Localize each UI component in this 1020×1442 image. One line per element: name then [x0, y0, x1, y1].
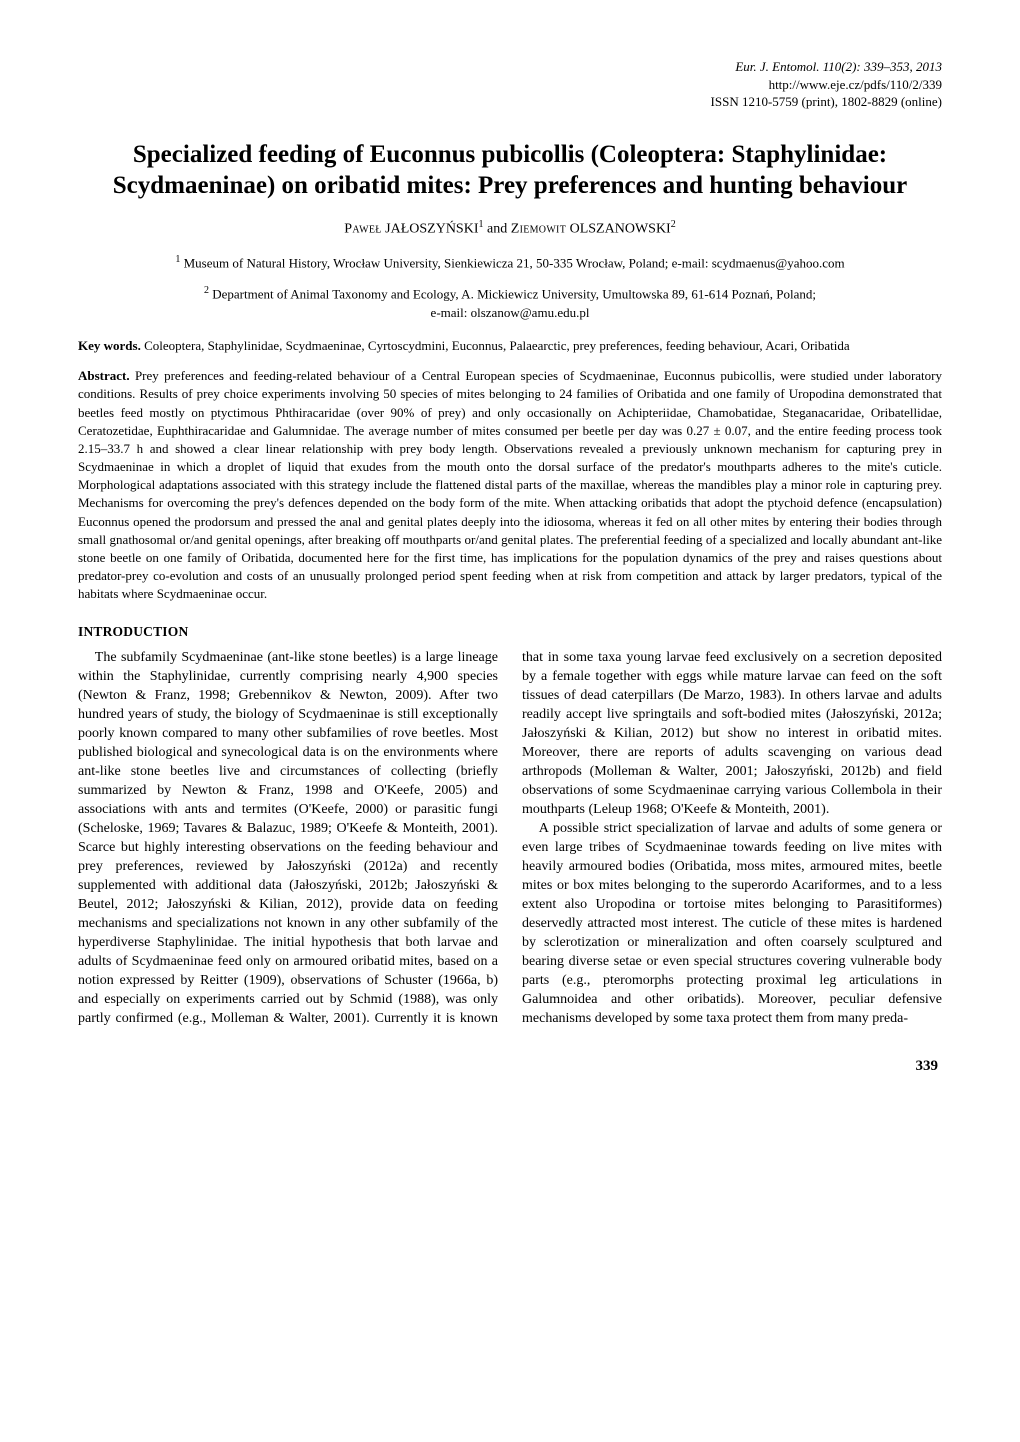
affiliation-2: 2 Department of Animal Taxonomy and Ecol… — [96, 283, 924, 323]
author-2-first: Ziemowit — [511, 222, 566, 237]
keywords-text: Coleoptera, Staphylinidae, Scydmaeninae,… — [141, 338, 850, 353]
abstract-label: Abstract. — [78, 368, 130, 383]
affil-2-text-l2: e-mail: olszanow@amu.edu.pl — [431, 305, 590, 320]
introduction-heading: INTRODUCTION — [78, 624, 942, 640]
title-line-1: Specialized feeding of Euconnus pubicoll… — [133, 141, 887, 168]
author-2-sup: 2 — [671, 219, 676, 230]
abstract-text: Prey preferences and feeding-related beh… — [78, 368, 942, 601]
article-title: Specialized feeding of Euconnus pubicoll… — [78, 139, 942, 202]
author-1-first: Paweł — [344, 222, 381, 237]
affiliation-1: 1 Museum of Natural History, Wrocław Uni… — [96, 252, 924, 273]
affiliations: 1 Museum of Natural History, Wrocław Uni… — [78, 252, 942, 323]
title-line-2: Scydmaeninae) on oribatid mites: Prey pr… — [113, 172, 907, 199]
author-1-last: JAŁOSZYŃSKI — [385, 222, 478, 237]
journal-issn: ISSN 1210-5759 (print), 1802-8829 (onlin… — [78, 93, 942, 111]
journal-citation: Eur. J. Entomol. 110(2): 339–353, 2013 — [78, 58, 942, 76]
affil-1-text: Museum of Natural History, Wrocław Unive… — [180, 255, 844, 270]
author-line: Paweł JAŁOSZYŃSKI1 and Ziemowit OLSZANOW… — [78, 219, 942, 238]
abstract-block: Abstract. Prey preferences and feeding-r… — [78, 367, 942, 603]
body-columns: The subfamily Scydmaeninae (ant-like sto… — [78, 648, 942, 1029]
author-2-last: OLSZANOWSKI — [570, 222, 671, 237]
keywords-block: Key words. Coleoptera, Staphylinidae, Sc… — [78, 337, 942, 355]
journal-url: http://www.eje.cz/pdfs/110/2/339 — [78, 76, 942, 94]
author-1-sup: 1 — [479, 219, 484, 230]
affil-2-text-l1: Department of Animal Taxonomy and Ecolog… — [209, 286, 816, 301]
journal-meta: Eur. J. Entomol. 110(2): 339–353, 2013 h… — [78, 58, 942, 111]
keywords-label: Key words. — [78, 338, 141, 353]
author-separator: and — [487, 222, 511, 237]
page-number: 339 — [78, 1058, 942, 1075]
body-paragraph-2: A possible strict specialization of larv… — [522, 819, 942, 1028]
